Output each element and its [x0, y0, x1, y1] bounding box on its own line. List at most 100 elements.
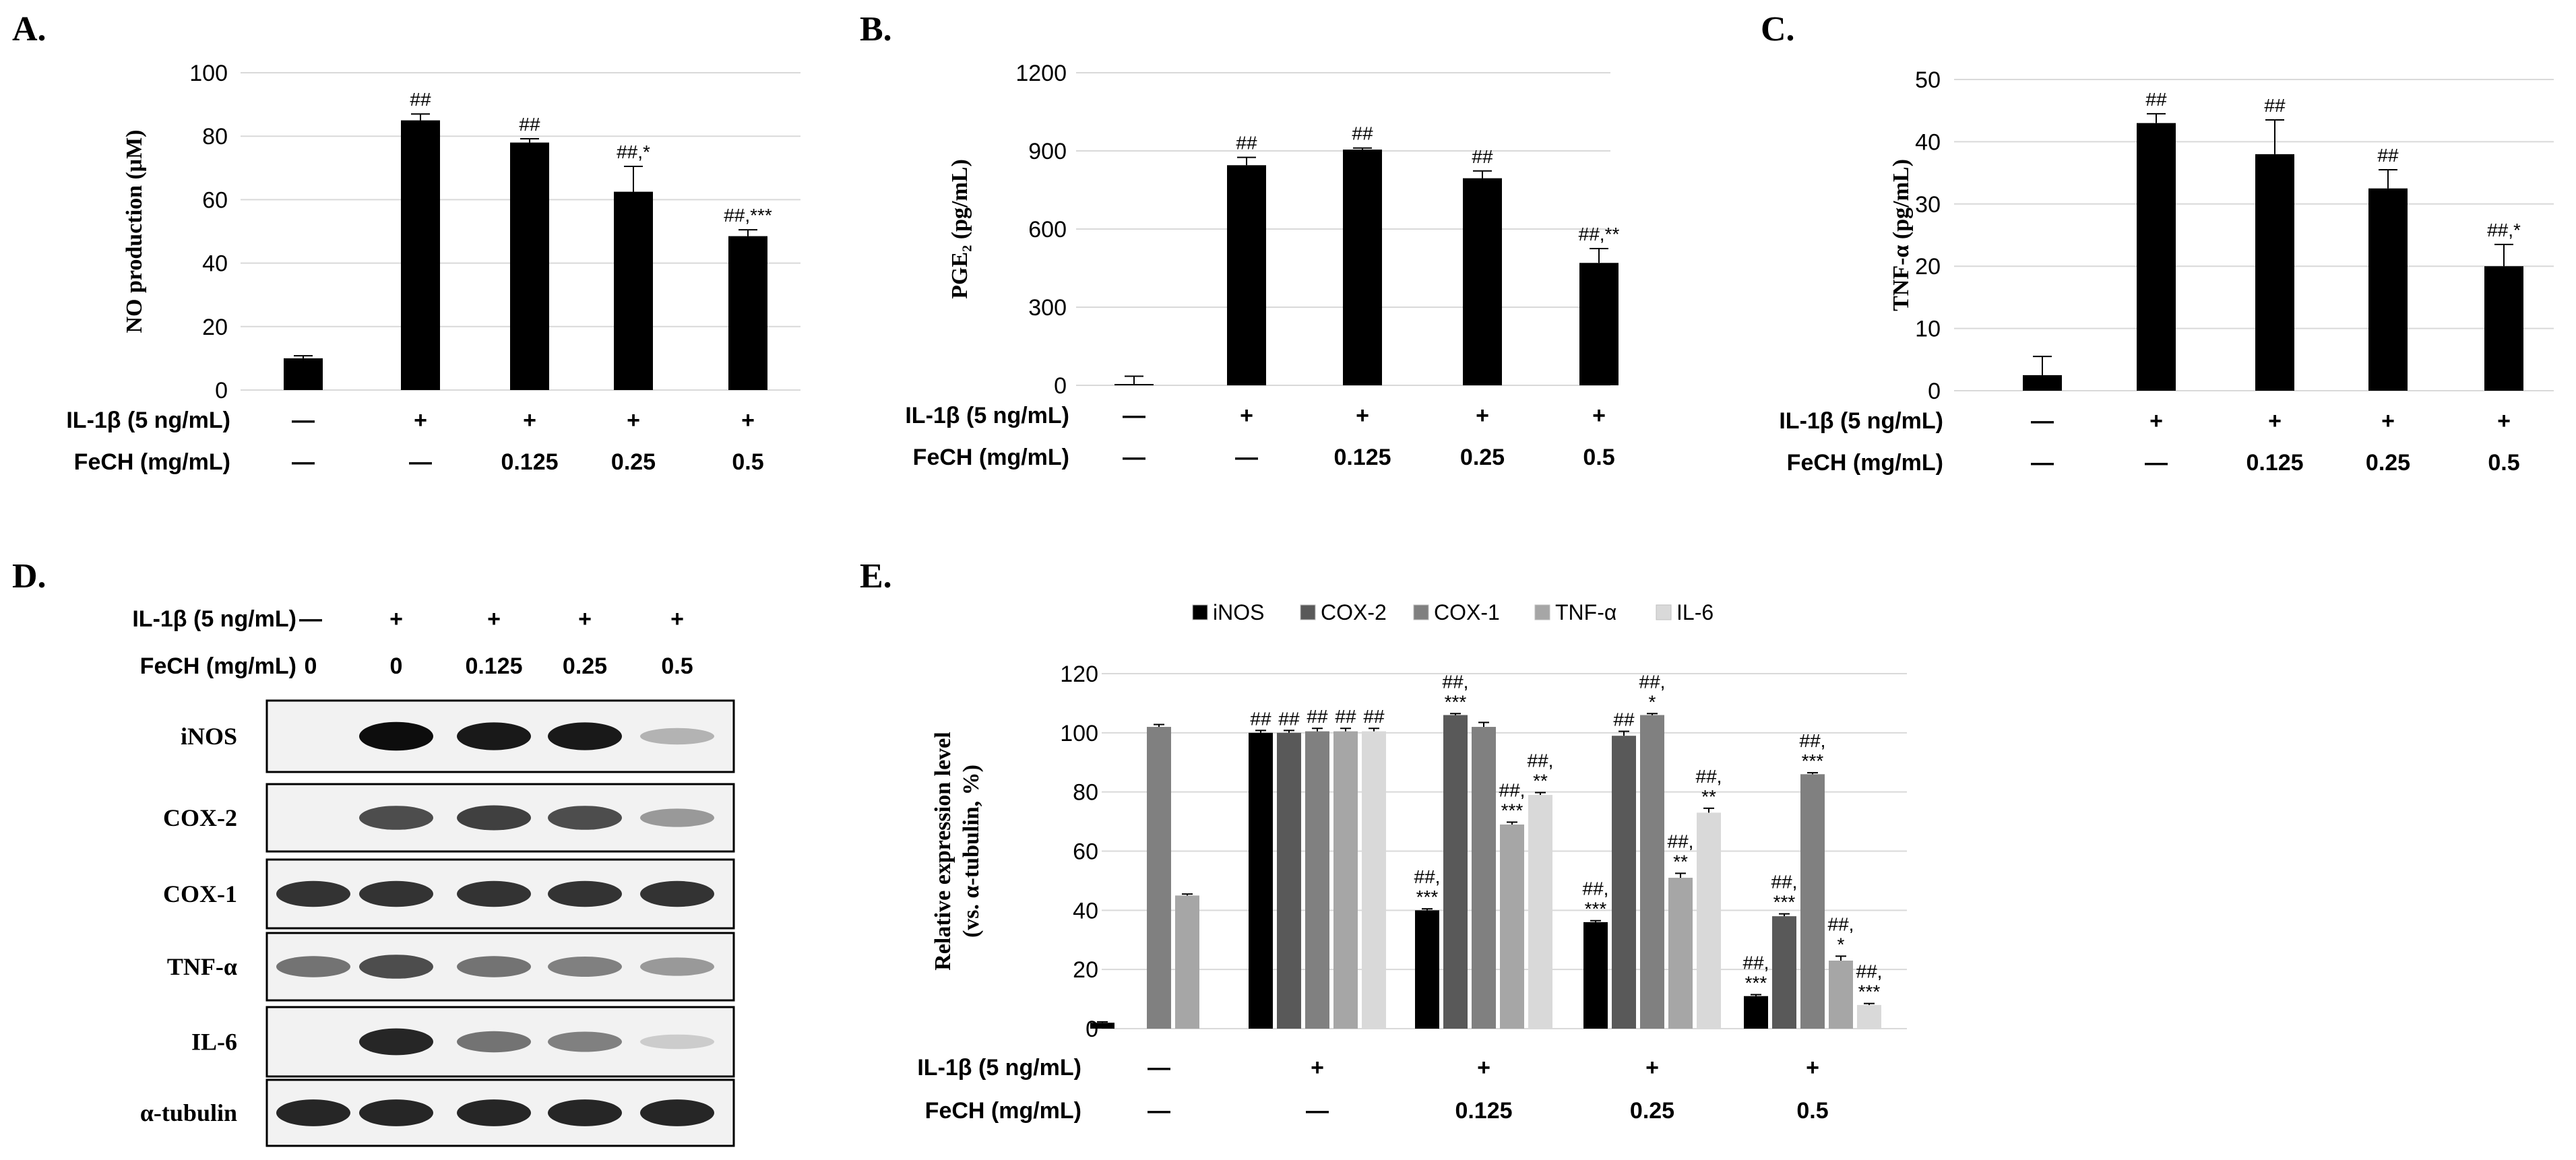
legend-label-3: TNF-α — [1555, 600, 1616, 624]
significance-e-2-3: ##, — [1639, 671, 1666, 692]
significance-e-2-4: *** — [1802, 750, 1824, 771]
significance-b-4: ##,** — [1579, 224, 1620, 245]
y-tick-label-e: 100 — [1060, 721, 1098, 746]
legend-label-1: COX-2 — [1321, 600, 1387, 624]
blot-band-cox-1-2 — [457, 880, 531, 907]
y-axis-label-b: PGE₂ (pg/mL) — [947, 159, 972, 299]
panel-label-c: C. — [1761, 10, 1795, 49]
il1b-value-c-1: + — [2149, 408, 2163, 434]
y-tick-label-c: 10 — [1915, 317, 1941, 342]
blot-band-cox-1-0 — [276, 880, 350, 907]
significance-e-2-3: * — [1649, 691, 1656, 712]
bar-e-0-3 — [1583, 922, 1608, 1029]
legend-swatch-2 — [1413, 604, 1429, 620]
il1b-label-c: IL-1β (5 ng/mL) — [1779, 408, 1943, 434]
bar-b-3 — [1463, 178, 1502, 385]
il1b-value-e-4: + — [1806, 1055, 1819, 1081]
bar-e-1-3 — [1612, 736, 1636, 1029]
fech-value-e-3: 0.25 — [1630, 1098, 1674, 1124]
significance-e-1-2: ##, — [1443, 671, 1469, 692]
significance-e-0-1: ## — [1250, 708, 1271, 729]
legend-label-2: COX-1 — [1434, 600, 1500, 624]
fech-value-b-2: 0.125 — [1333, 445, 1391, 470]
significance-e-4-3: ##, — [1696, 766, 1722, 787]
blot-band-tnf--4 — [640, 957, 714, 976]
bar-c-2 — [2255, 154, 2294, 391]
blot-band-cox-1-1 — [359, 880, 433, 907]
fech-label-a: FeCH (mg/mL) — [74, 449, 230, 475]
y-axis-label-a: NO production (μM) — [122, 130, 147, 333]
significance-e-2-4: ##, — [1800, 730, 1826, 751]
blot-band-inos-4 — [640, 728, 714, 745]
blot-band--tubulin-2 — [457, 1099, 531, 1126]
bar-a-1 — [401, 120, 440, 390]
significance-c-1: ## — [2145, 89, 2167, 110]
y-tick-label-a: 40 — [202, 251, 228, 277]
blot-row-label-inos: iNOS — [181, 723, 237, 750]
y-axis-label-c: TNF-α (pg/mL) — [1889, 159, 1914, 311]
il1b-value-a-3: + — [627, 408, 640, 433]
significance-e-1-1: ## — [1278, 708, 1300, 729]
significance-e-4-4: ##, — [1856, 961, 1883, 982]
fech-value-b-3: 0.25 — [1460, 445, 1505, 470]
significance-b-2: ## — [1352, 123, 1373, 144]
significance-c-4: ##,* — [2487, 220, 2521, 240]
significance-e-1-4: *** — [1773, 892, 1796, 913]
bar-e-4-3 — [1697, 812, 1721, 1029]
blot-il1b-value-2: + — [487, 606, 501, 632]
bar-a-0 — [284, 358, 323, 390]
blot-band-tnf--2 — [457, 956, 531, 977]
fech-value-e-1: — — [1306, 1098, 1329, 1124]
il1b-label-e: IL-1β (5 ng/mL) — [917, 1055, 1081, 1081]
il1b-value-c-0: — — [2031, 408, 2054, 434]
significance-e-0-3: *** — [1585, 899, 1607, 920]
y-tick-label-e: 60 — [1073, 839, 1098, 865]
y-tick-label-c: 50 — [1915, 67, 1941, 93]
y-tick-label-e: 120 — [1060, 662, 1098, 687]
il1b-value-e-3: + — [1645, 1055, 1659, 1081]
blot-fech-value-3: 0.25 — [563, 653, 607, 679]
bar-e-0-0 — [1090, 1023, 1114, 1029]
significance-c-2: ## — [2264, 95, 2286, 116]
il1b-value-b-2: + — [1356, 403, 1369, 428]
fech-value-c-0: — — [2031, 450, 2054, 476]
bar-e-1-1 — [1277, 732, 1301, 1029]
y-tick-label-c: 30 — [1915, 192, 1941, 218]
fech-value-c-4: 0.5 — [2488, 450, 2519, 476]
blot-band-cox-2-4 — [640, 808, 714, 827]
il1b-value-b-4: + — [1592, 403, 1606, 428]
blot-band-il-6-3 — [548, 1031, 622, 1052]
panel-label-a: A. — [12, 10, 46, 49]
blot-band-il-6-2 — [457, 1031, 531, 1053]
blot-il1b-value-3: + — [578, 606, 592, 632]
bar-a-3 — [614, 191, 653, 390]
blot-fech-label: FeCH (mg/mL) — [140, 653, 296, 679]
fech-value-a-4: 0.5 — [732, 449, 763, 475]
significance-e-0-4: *** — [1745, 972, 1767, 993]
significance-c-3: ## — [2377, 145, 2399, 166]
bar-e-4-2 — [1528, 795, 1552, 1029]
blot-il1b-value-1: + — [389, 606, 403, 632]
fech-value-a-1: — — [409, 449, 432, 475]
y-tick-label-a: 60 — [202, 187, 228, 213]
significance-a-2: ## — [519, 114, 540, 135]
fech-value-b-4: 0.5 — [1583, 445, 1614, 470]
blot-band-cox-1-3 — [548, 880, 622, 907]
blot-il1b-value-4: + — [670, 606, 684, 632]
blot-band-tnf--3 — [548, 957, 622, 977]
bar-b-0 — [1114, 384, 1154, 385]
bar-c-0 — [2023, 375, 2062, 391]
significance-e-1-2: *** — [1445, 691, 1467, 712]
fech-value-e-4: 0.5 — [1796, 1098, 1828, 1124]
fech-value-a-3: 0.25 — [611, 449, 656, 475]
bar-a-4 — [728, 236, 767, 390]
blot-fech-value-4: 0.5 — [661, 653, 693, 679]
bar-c-4 — [2484, 266, 2523, 391]
significance-e-0-2: ##, — [1414, 866, 1441, 887]
y-tick-label-a: 80 — [202, 124, 228, 150]
y-tick-label-c: 20 — [1915, 254, 1941, 280]
il1b-value-c-3: + — [2381, 408, 2395, 434]
significance-b-1: ## — [1236, 133, 1257, 154]
blot-fech-value-1: 0 — [390, 653, 403, 679]
y-tick-label-e: 80 — [1073, 780, 1098, 806]
